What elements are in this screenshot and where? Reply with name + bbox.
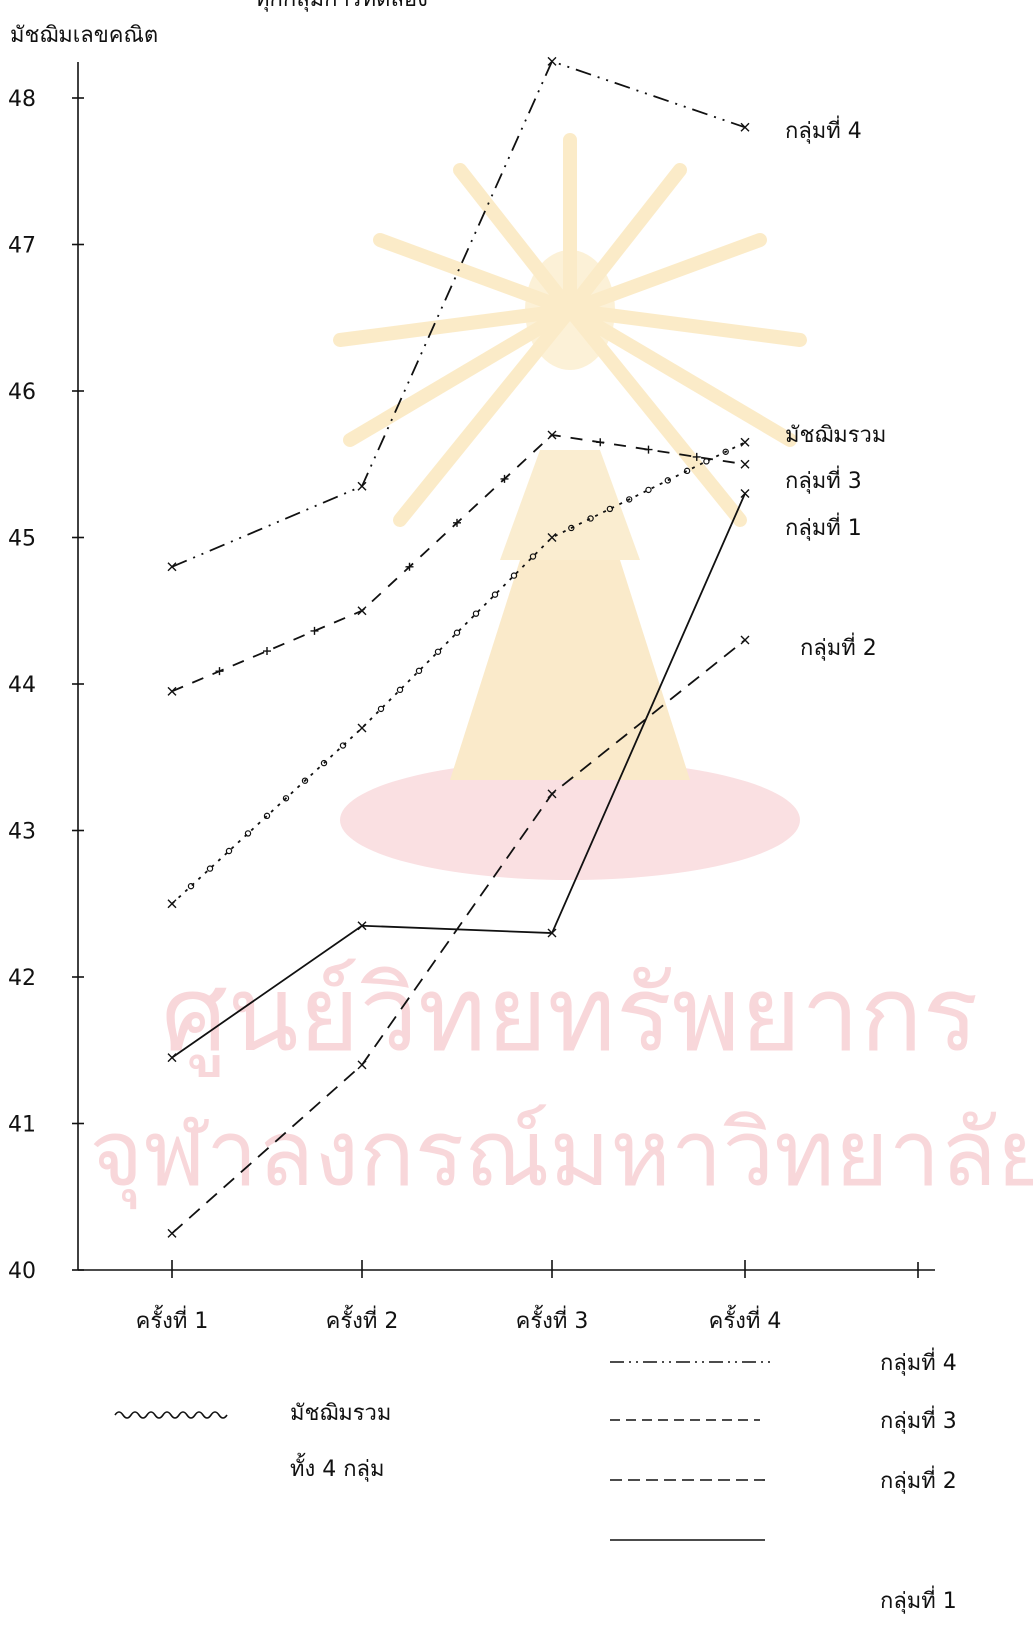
data-point	[167, 686, 177, 696]
end-label-group-2: กลุ่มที่ 2	[800, 632, 877, 661]
x-tick-label: ครั้งที่ 2	[326, 1305, 399, 1334]
series-line	[171, 60, 746, 568]
data-point	[547, 533, 557, 542]
y-tick-label: 47	[8, 234, 36, 259]
x-tick-label: ครั้งที่ 1	[136, 1305, 209, 1334]
data-point	[357, 481, 367, 491]
series-marker-dot	[206, 865, 214, 872]
x-tick-label: ครั้งที่ 3	[516, 1305, 589, 1334]
data-point	[547, 928, 557, 938]
series-marker-dot	[377, 705, 385, 713]
series-marker-dot	[301, 777, 309, 784]
data-point	[547, 56, 557, 66]
series-marker-dot	[587, 515, 594, 522]
x-tick-label: ครั้งที่ 4	[709, 1305, 782, 1334]
series-marker-cross	[692, 452, 701, 461]
series-3	[167, 430, 750, 696]
series-marker-dot	[282, 795, 290, 802]
series-marker-dot	[434, 648, 442, 655]
y-tick-label: 40	[8, 1259, 36, 1284]
data-point	[740, 459, 750, 469]
y-ticks: 40 41 42 43 44 45 46 47 48	[8, 87, 84, 1284]
series-marker-dot	[722, 448, 729, 455]
legend-label-group-4: กลุ่มที่ 4	[880, 1347, 957, 1376]
data-point	[547, 789, 557, 799]
y-tick-label: 44	[8, 673, 36, 698]
data-point	[740, 122, 750, 132]
y-tick-label: 41	[8, 1113, 36, 1138]
watermark-line-1: ศูนย์วิทยทรัพยากร	[161, 953, 978, 1078]
data-point	[740, 489, 750, 499]
data-point	[740, 635, 750, 645]
data-point	[357, 606, 367, 616]
legend-swatch-mean	[114, 1411, 228, 1419]
series-marker-dot	[510, 572, 518, 579]
series-marker-cross	[500, 474, 509, 483]
series-marker-cross	[644, 445, 653, 454]
y-tick-label: 48	[8, 87, 36, 112]
series-marker-cross	[263, 647, 271, 656]
series-marker-dot	[664, 477, 672, 484]
series-1	[167, 56, 750, 572]
legend-label-group-3: กลุ่มที่ 3	[880, 1405, 957, 1434]
end-label-group-4: กลุ่มที่ 4	[785, 115, 862, 144]
series-marker-dot	[225, 847, 233, 855]
legend-label-group-2: กลุ่มที่ 2	[880, 1465, 957, 1494]
data-point	[740, 437, 750, 447]
legend-label-mean-line2: ทั้ง 4 กลุ่ม	[290, 1453, 385, 1482]
data-point	[167, 899, 177, 909]
data-point	[167, 1228, 177, 1238]
end-label-mean: มัชฌิมรวม	[785, 423, 886, 448]
y-tick-label: 45	[8, 527, 36, 552]
legend-label-group-1: กลุ่มที่ 1	[880, 1585, 957, 1614]
series-marker-dot	[683, 467, 691, 475]
watermark-line-2: จุฬาลงกรณ์มหาวิทยาลัย	[89, 1100, 1033, 1210]
series-layer	[167, 56, 750, 1238]
watermark: ศูนย์วิทยทรัพยากร จุฬาลงกรณ์มหาวิทยาลัย	[89, 133, 1033, 1210]
data-point	[357, 921, 367, 931]
data-point	[547, 430, 557, 440]
series-2	[167, 437, 750, 909]
university-seal-watermark	[333, 133, 807, 880]
series-end-labels: กลุ่มที่ 4 มัชฌิมรวม กลุ่มที่ 3 กลุ่มที่…	[785, 115, 886, 661]
series-marker-dot	[244, 830, 252, 837]
y-tick-label: 42	[8, 966, 36, 991]
series-marker-cross	[215, 667, 224, 676]
x-ticks: ครั้งที่ 1 ครั้งที่ 2 ครั้งที่ 3 ครั้งที่ 4	[136, 1260, 919, 1334]
series-marker-cross	[596, 438, 605, 447]
data-point	[357, 723, 367, 733]
series-marker-dot	[606, 505, 614, 513]
series-marker-dot	[453, 629, 461, 636]
y-tick-label: 43	[8, 820, 36, 845]
series-marker-dot	[645, 486, 652, 494]
legend-label-mean-line1: มัชฌิมรวม	[290, 1401, 391, 1426]
series-marker-dot	[187, 882, 195, 890]
series-marker-dot	[529, 553, 537, 560]
series-marker-dot	[320, 759, 328, 767]
data-point	[357, 1060, 367, 1070]
series-line	[171, 639, 746, 1235]
data-point	[167, 562, 177, 572]
legend: มัชฌิมรวม ทั้ง 4 กลุ่ม กลุ่มที่ 4 กลุ่มท…	[114, 1347, 957, 1614]
series-marker-cross	[453, 518, 461, 527]
series-marker-dot	[263, 812, 271, 820]
data-point	[167, 1053, 177, 1063]
series-marker-dot	[568, 524, 575, 532]
series-marker-cross	[405, 562, 414, 571]
y-tick-label: 46	[8, 380, 36, 405]
series-line	[171, 433, 746, 693]
series-marker-dot	[491, 591, 499, 598]
series-marker-dot	[472, 610, 480, 617]
end-label-group-3: กลุ่มที่ 3	[785, 465, 862, 494]
series-marker-dot	[339, 742, 347, 749]
end-label-group-1: กลุ่มที่ 1	[785, 512, 862, 541]
series-marker-dot	[415, 667, 423, 675]
series-5	[167, 635, 750, 1238]
series-marker-dot	[396, 686, 404, 694]
series-marker-cross	[310, 626, 319, 635]
series-marker-dot	[626, 496, 633, 503]
y-axis-label: มัชฌิมเลขคณิต	[10, 23, 158, 48]
chart-title: ทุกกลุ่มการทดลอง	[255, 0, 428, 12]
